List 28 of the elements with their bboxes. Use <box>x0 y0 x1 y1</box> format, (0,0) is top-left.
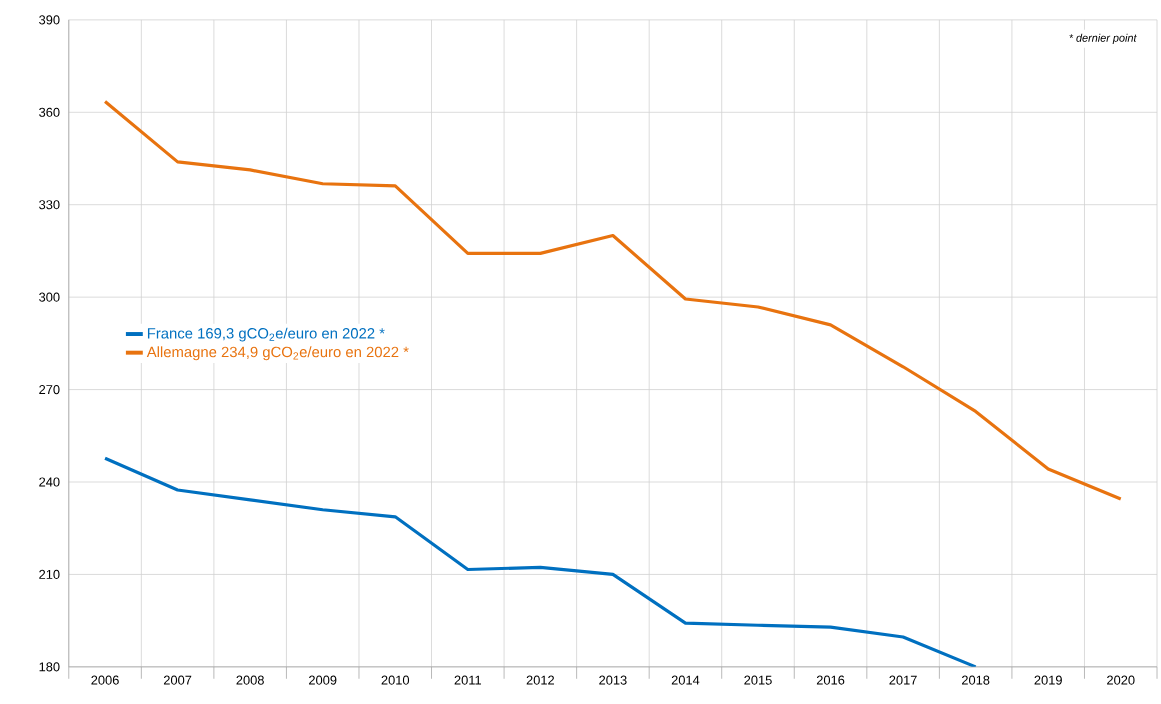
x-tick-label: 2019 <box>1034 675 1062 685</box>
x-tick-label: 2014 <box>671 675 700 685</box>
x-tick-label: 2010 <box>381 675 410 685</box>
line-series <box>103 100 1123 501</box>
y-tick-label: 240 <box>39 477 60 487</box>
x-tick-label: 2018 <box>961 675 990 685</box>
x-tick-label: 2009 <box>309 675 337 685</box>
annotation: * dernier point <box>1069 33 1137 45</box>
line-series <box>103 456 978 668</box>
x-tick-label: 2015 <box>744 675 772 685</box>
y-tick-label: 210 <box>39 570 60 580</box>
x-tick-label: 2011 <box>454 675 482 685</box>
x-tick-label: 2017 <box>889 675 917 685</box>
legend-label: Allemagne 234,9 gCO$_{2}$e/euro en 2022 * <box>146 346 409 361</box>
y-tick-label: 360 <box>39 107 60 118</box>
y-tick-label: 300 <box>39 292 60 302</box>
y-tick-label: 270 <box>39 385 60 395</box>
legend-label: France 169,3 gCO$_{2}$e/euro en 2022 * <box>147 327 385 342</box>
x-tick-label: 2013 <box>599 675 627 685</box>
y-tick-label: 330 <box>39 200 60 210</box>
y-tick-label: 180 <box>39 662 60 672</box>
x-tick-label: 2012 <box>526 675 555 685</box>
x-tick-label: 2016 <box>816 675 845 685</box>
y-tick-label: 390 <box>39 15 60 25</box>
x-tick-label: 2008 <box>236 675 264 685</box>
x-tick-label: 2007 <box>163 675 192 685</box>
x-tick-label: 2020 <box>1107 675 1135 685</box>
x-tick-label: 2006 <box>91 675 119 685</box>
